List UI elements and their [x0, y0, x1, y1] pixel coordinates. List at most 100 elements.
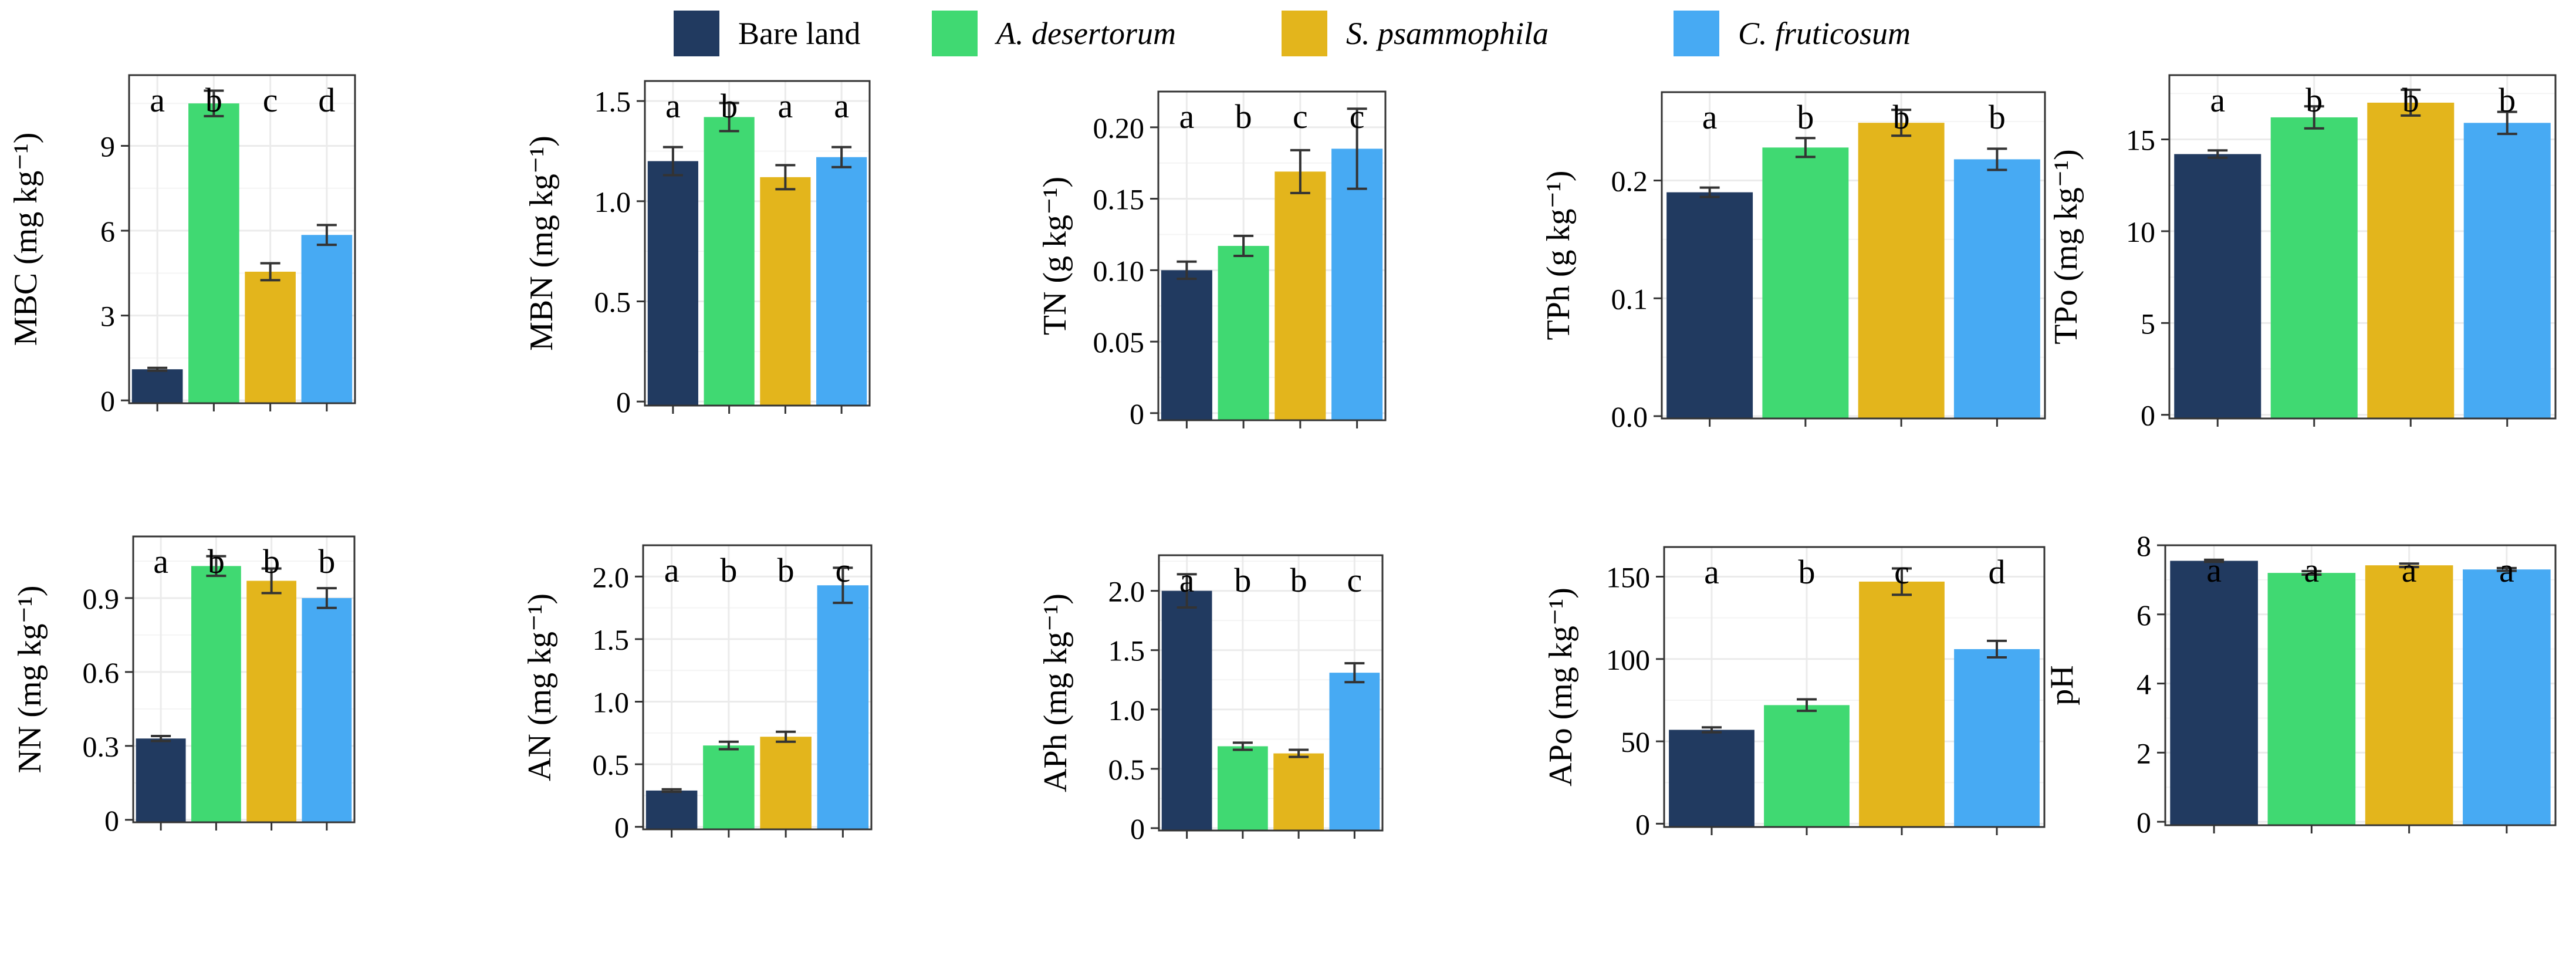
y-tick-label: 150: [1606, 561, 1650, 594]
significance-letter: a: [664, 551, 680, 589]
significance-letter: a: [2304, 551, 2320, 589]
y-tick-label: 1.0: [594, 185, 631, 218]
significance-letter: a: [2499, 551, 2514, 589]
y-tick-label: 0.5: [1108, 753, 1145, 786]
significance-letter: c: [836, 551, 851, 589]
chart-apo: a b c d 0 50 100 150 APo (mg kg⁻¹): [1543, 546, 2046, 840]
bar-tn-2: [1218, 245, 1269, 420]
bar-an-2: [703, 745, 755, 829]
significance-letter: a: [153, 542, 168, 580]
significance-letter: b: [1235, 97, 1252, 136]
y-tick-label: 0.15: [1093, 183, 1145, 216]
significance-letter: b: [263, 542, 280, 580]
y-tick-label: 50: [1621, 725, 1650, 758]
legend-swatch: [674, 11, 719, 56]
significance-letter: d: [318, 81, 335, 119]
bar-apo-2: [1764, 705, 1850, 827]
significance-letter: a: [150, 81, 165, 119]
significance-letter: a: [1179, 97, 1195, 136]
y-tick-label: 15: [2126, 123, 2155, 156]
legend-swatch: [1282, 11, 1327, 56]
y-axis-title: pH: [2044, 665, 2080, 705]
panel-border: [1663, 546, 2046, 828]
significance-letter: b: [1797, 98, 1814, 136]
legend-item-a-desertorum: A. desertorum: [932, 11, 1176, 56]
significance-letter: b: [2402, 81, 2419, 119]
y-tick-label: 0: [1635, 808, 1650, 840]
y-tick-label: 0: [1130, 812, 1145, 845]
bar-ph-1: [2170, 561, 2258, 825]
significance-letter: a: [1179, 561, 1195, 599]
panel-border: [644, 80, 871, 407]
significance-letter: b: [777, 551, 795, 589]
bar-apo-1: [1669, 730, 1754, 827]
panel-border: [2164, 544, 2557, 826]
y-tick-label: 0.05: [1093, 326, 1145, 359]
legend-label: A. desertorum: [996, 16, 1176, 51]
bar-apo-4: [1954, 649, 2040, 827]
y-tick-label: 0.10: [1093, 254, 1145, 287]
legend-swatch: [932, 11, 978, 56]
chart-mbc: a b c d 0 3 6 9 MBC (mg kg⁻¹): [8, 74, 356, 417]
y-tick-label: 0.6: [83, 656, 120, 689]
y-tick-label: 1.0: [1108, 694, 1145, 727]
bar-ph-4: [2463, 569, 2551, 825]
bar-tpo-2: [2270, 117, 2358, 418]
y-tick-label: 10: [2126, 215, 2155, 248]
legend-item-bare-land: Bare land: [674, 11, 860, 56]
significance-letter: b: [1893, 98, 1910, 136]
chart-an: a b b c 0 0.5 1.0 1.5 2.0 AN (mg kg⁻¹): [522, 544, 873, 844]
bar-mbc-2: [188, 103, 239, 404]
legend: Bare land A. desertorum S. psammophila C…: [0, 0, 2576, 65]
bar-tpo-1: [2174, 154, 2261, 418]
bar-nn-1: [136, 738, 186, 822]
y-axis-title: MBN (mg kg⁻¹): [523, 136, 560, 351]
panel-border: [642, 544, 873, 831]
y-axis-title: AN (mg kg⁻¹): [522, 593, 558, 781]
bar-tn-3: [1275, 171, 1326, 420]
bar-aph-3: [1273, 753, 1324, 831]
bar-tph-2: [1762, 147, 1849, 418]
y-tick-label: 1.5: [593, 623, 630, 656]
bar-nn-3: [246, 580, 297, 822]
y-tick-label: 2.0: [593, 561, 630, 593]
significance-letter: c: [1350, 97, 1365, 136]
y-tick-label: 0: [100, 384, 115, 417]
chart-tpo: a b b b 0 5 10 15 TPo (mg kg⁻¹): [2048, 74, 2557, 432]
significance-letter: a: [2206, 551, 2222, 589]
significance-letter: a: [834, 87, 849, 125]
y-tick-label: 0.5: [593, 748, 630, 781]
y-tick-label: 0: [2141, 399, 2155, 432]
significance-letter: c: [263, 81, 278, 119]
panel-border: [128, 74, 356, 404]
bar-aph-2: [1218, 746, 1268, 831]
y-axis-title: TN (g kg⁻¹): [1037, 177, 1073, 335]
y-axis-title: NN (mg kg⁻¹): [12, 585, 48, 773]
bar-an-3: [760, 737, 812, 829]
bar-mbn-4: [816, 157, 867, 406]
y-tick-label: 0.1: [1611, 282, 1648, 315]
bar-apo-3: [1859, 581, 1945, 827]
bar-tph-1: [1666, 192, 1753, 418]
chart-ph: a a a a 0 2 4 6 8 pH: [2044, 529, 2557, 839]
significance-letter: b: [208, 542, 225, 580]
bar-tph-3: [1858, 123, 1945, 418]
panel-border: [1158, 554, 1384, 832]
y-tick-label: 0.3: [83, 730, 120, 763]
y-tick-label: 0: [1130, 397, 1144, 430]
bar-mbc-3: [245, 271, 296, 403]
bar-an-4: [817, 585, 869, 829]
significance-letter: b: [1799, 553, 1816, 591]
y-tick-label: 2: [2136, 737, 2151, 769]
bar-tn-4: [1331, 148, 1383, 421]
bar-tpo-4: [2463, 123, 2551, 418]
y-tick-label: 3: [100, 300, 115, 333]
bar-nn-2: [191, 566, 241, 822]
y-tick-label: 8: [2136, 529, 2151, 562]
significance-letter: b: [1989, 98, 2006, 136]
significance-letter: c: [1894, 553, 1909, 591]
y-tick-label: 0.0: [1611, 400, 1648, 433]
bar-an-1: [645, 790, 698, 829]
bar-mbn-2: [704, 117, 755, 406]
